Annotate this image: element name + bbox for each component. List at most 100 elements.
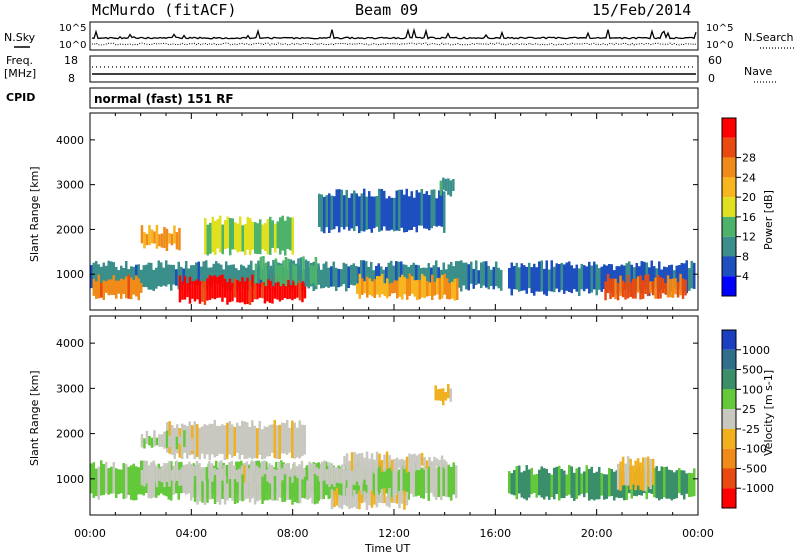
power-cell <box>384 283 387 296</box>
power-cell <box>345 264 348 292</box>
power-cell <box>416 280 419 300</box>
vel-region <box>435 384 453 405</box>
power-cell <box>571 265 574 293</box>
power-cell <box>563 264 566 294</box>
power-cell <box>441 190 444 227</box>
vel-cell <box>598 467 601 499</box>
vel-cell <box>331 463 334 484</box>
power-cell <box>667 275 670 297</box>
power-cell <box>295 265 298 286</box>
power-cell <box>175 269 178 286</box>
power-cell <box>331 196 334 230</box>
vel-cell <box>353 490 356 507</box>
power-cell <box>617 283 620 300</box>
vel-cell <box>516 466 519 499</box>
vel-cbar-swatch <box>722 370 736 390</box>
vel-cell <box>652 459 655 485</box>
vel-cell <box>110 467 113 494</box>
vel-cell <box>336 488 339 506</box>
power-cell <box>581 264 584 290</box>
vel-cell <box>613 472 616 501</box>
power-cell <box>156 225 159 249</box>
power-cell <box>586 266 589 288</box>
power-cell <box>259 283 262 298</box>
radar-figure: McMurdo (fitACF) Beam 09 15/Feb/2014 N.S… <box>0 0 800 554</box>
power-cell <box>229 279 232 302</box>
vel-cell <box>246 422 249 459</box>
vel-cell <box>326 469 329 484</box>
power-cell <box>632 279 635 299</box>
power-cell <box>333 262 336 287</box>
vel-cell <box>673 472 676 499</box>
power-cell <box>267 261 270 279</box>
vel-cell <box>226 423 229 459</box>
vel-cell <box>316 476 319 504</box>
vel-cell <box>156 466 159 488</box>
vel-cell <box>421 453 424 466</box>
vel-cell <box>251 420 254 459</box>
vel-cell <box>176 437 179 449</box>
vel-cbar-swatch <box>722 409 736 429</box>
vel-cell <box>411 454 414 470</box>
power-cell <box>277 221 280 248</box>
vel-cell <box>583 471 586 497</box>
vel-cell <box>93 462 96 498</box>
power-cell <box>163 268 166 286</box>
vel-cell <box>271 465 274 485</box>
vel-cell <box>224 425 227 460</box>
power-cell <box>189 277 192 304</box>
vel-cell <box>366 493 369 510</box>
power-cell <box>379 276 382 297</box>
power-cell <box>391 198 394 230</box>
power-cell <box>441 275 444 299</box>
power-cell <box>538 261 541 291</box>
vel-cell <box>356 454 359 473</box>
power-cell <box>272 260 275 286</box>
power-cell <box>277 265 280 281</box>
vel-cell <box>284 474 287 501</box>
power-cell <box>396 191 399 231</box>
power-cell <box>262 256 265 282</box>
vel-cell <box>435 468 438 500</box>
power-cell <box>369 279 372 295</box>
power-cell <box>222 225 225 255</box>
sky-panel: N.Sky 10^5 10^0 10^5 10^0 N.Search <box>4 22 794 51</box>
power-cell <box>449 283 452 299</box>
power-cell <box>105 281 108 293</box>
power-cell <box>161 234 164 248</box>
power-cell <box>356 283 359 294</box>
power-cell <box>536 267 539 291</box>
vel-cbar-tick-label: 1000 <box>742 344 770 357</box>
power-cell <box>558 264 561 292</box>
power-cell <box>274 224 277 253</box>
vel-cell <box>296 478 299 503</box>
power-cell <box>246 278 249 304</box>
vel-cell <box>346 453 349 469</box>
vel-cell <box>343 456 346 468</box>
vel-cell <box>279 425 282 459</box>
power-cell <box>214 221 217 255</box>
vel-cell <box>301 479 304 498</box>
power-cell <box>386 278 389 298</box>
y-tick-label: 4000 <box>56 337 84 350</box>
vel-cell <box>358 453 361 471</box>
vel-cell <box>663 467 666 497</box>
power-cell <box>551 260 554 291</box>
y-tick-label: 3000 <box>56 179 84 192</box>
vel-cell <box>264 474 267 500</box>
vel-cell <box>183 430 186 447</box>
vel-cell <box>274 476 277 500</box>
cpid-panel: CPID normal (fast) 151 RF <box>6 88 698 108</box>
vel-cell <box>331 489 334 509</box>
vel-cell <box>398 491 401 508</box>
vel-cell <box>328 462 331 487</box>
vel-cell <box>171 470 174 480</box>
power-cell <box>403 195 406 233</box>
power-cell <box>406 279 409 300</box>
power-cell <box>573 268 576 289</box>
power-cell <box>285 257 288 286</box>
power-cbar-tick-label: 8 <box>742 250 749 263</box>
power-cell <box>275 259 278 283</box>
vel-cell <box>336 467 339 483</box>
vel-cell <box>103 464 106 495</box>
